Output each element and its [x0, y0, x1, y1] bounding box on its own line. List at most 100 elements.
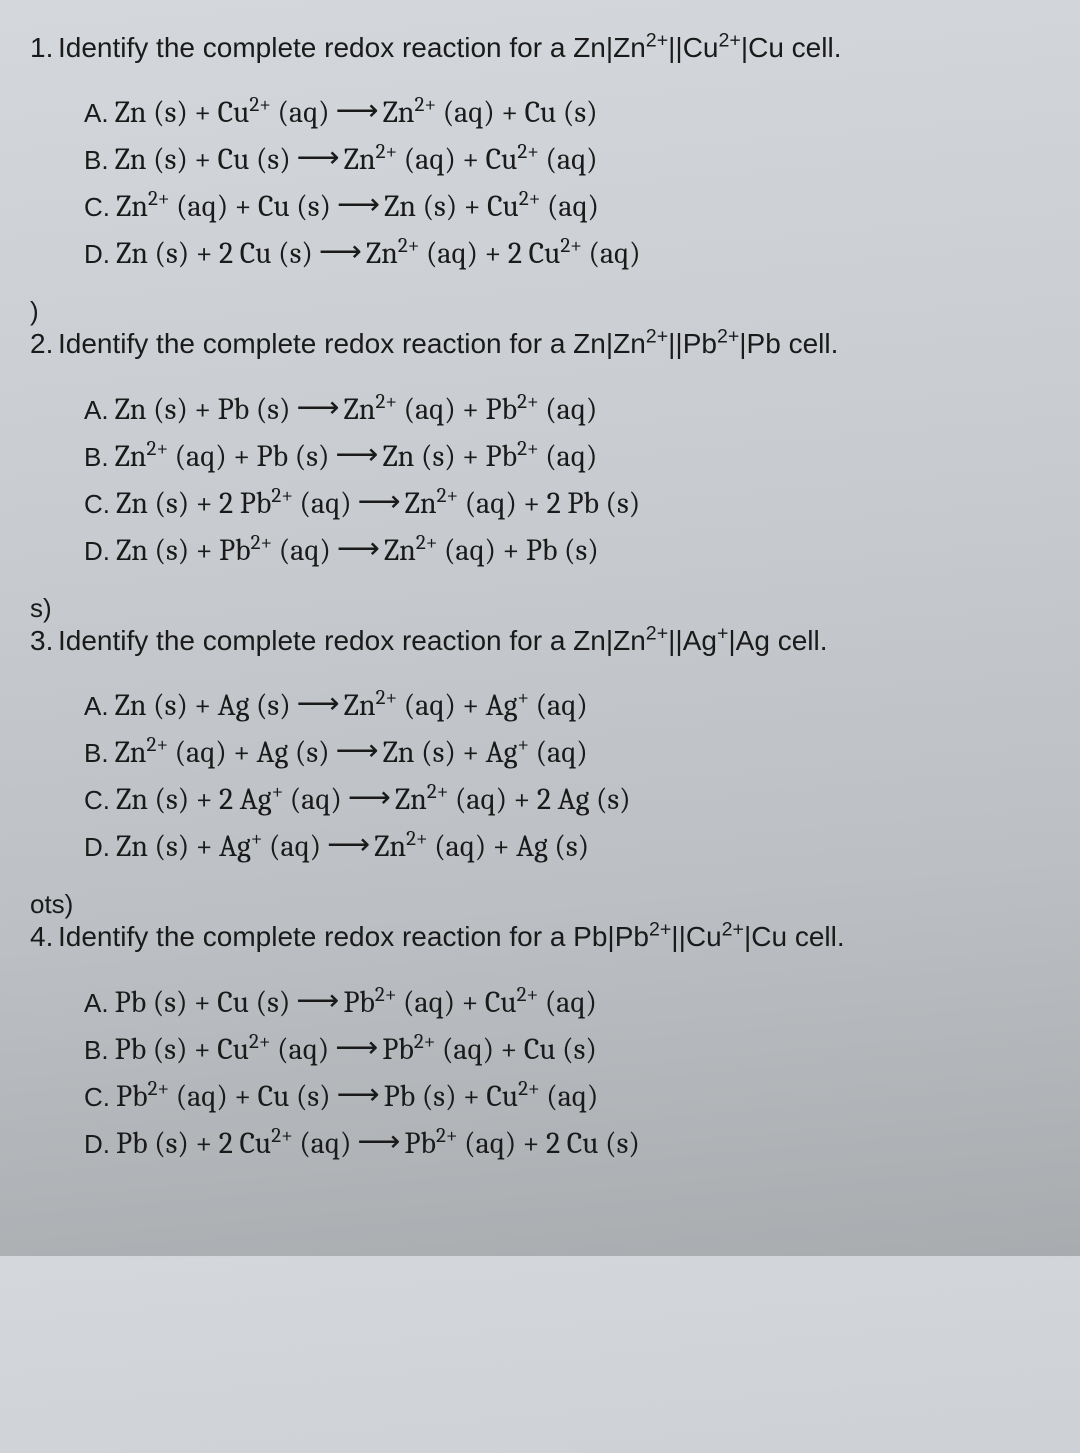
- margin-fragment: s): [30, 593, 52, 624]
- reaction-arrow-icon: ⟶: [336, 88, 377, 133]
- option-row[interactable]: A.Zn (s) + Ag (s)⟶Zn2+ (aq) + Ag+ (aq): [84, 683, 1050, 728]
- equation-lhs: Pb2+ (aq) + Cu (s): [116, 1079, 331, 1114]
- equation-rhs: Zn2+ (aq) + 2 Pb (s): [405, 486, 641, 521]
- equation-rhs: Zn2+ (aq) + 2 Cu2+ (aq): [366, 236, 641, 271]
- reaction-arrow-icon: ⟶: [297, 385, 338, 430]
- stem-suffix: cell.: [781, 328, 839, 359]
- equation-rhs: Zn2+ (aq) + Ag+ (aq): [344, 688, 588, 723]
- option-label: C.: [84, 192, 110, 222]
- question-stem: 1.Identify the complete redox reaction f…: [30, 30, 1050, 66]
- options-list: A.Pb (s) + Cu (s)⟶Pb2+ (aq) + Cu2+ (aq)B…: [30, 980, 1050, 1166]
- equation-lhs: Zn2+ (aq) + Cu (s): [116, 189, 331, 224]
- cell-notation: Zn|Zn2+||Cu2+|Cu: [573, 32, 784, 63]
- equation-lhs: Zn (s) + Ag (s): [115, 688, 291, 723]
- reaction-arrow-icon: ⟶: [348, 775, 389, 820]
- option-row[interactable]: D.Zn (s) + 2 Cu (s)⟶Zn2+ (aq) + 2 Cu2+ (…: [84, 231, 1050, 276]
- equation-rhs: Zn (s) + Cu2+ (aq): [384, 189, 599, 224]
- reaction-arrow-icon: ⟶: [296, 978, 337, 1023]
- stem-prefix: Identify the complete redox reaction for…: [58, 328, 573, 359]
- margin-fragment: ): [30, 296, 39, 327]
- option-row[interactable]: D.Zn (s) + Pb2+ (aq)⟶Zn2+ (aq) + Pb (s): [84, 528, 1050, 573]
- stem-prefix: Identify the complete redox reaction for…: [58, 625, 573, 656]
- stem-prefix: Identify the complete redox reaction for…: [58, 32, 573, 63]
- option-row[interactable]: D.Zn (s) + Ag+ (aq)⟶Zn2+ (aq) + Ag (s): [84, 824, 1050, 869]
- equation-rhs: Zn2+ (aq) + 2 Ag (s): [395, 782, 631, 817]
- margin-fragment: ots): [30, 889, 73, 920]
- option-label: C.: [84, 489, 110, 519]
- options-list: A.Zn (s) + Ag (s)⟶Zn2+ (aq) + Ag+ (aq)B.…: [30, 683, 1050, 869]
- equation-lhs: Zn2+ (aq) + Ag (s): [115, 735, 330, 770]
- equation-lhs: Zn (s) + Pb2+ (aq): [116, 533, 331, 568]
- equation-rhs: Zn (s) + Ag+ (aq): [383, 735, 588, 770]
- option-row[interactable]: A.Pb (s) + Cu (s)⟶Pb2+ (aq) + Cu2+ (aq): [84, 980, 1050, 1025]
- equation-lhs: Zn (s) + Pb (s): [115, 392, 291, 427]
- option-row[interactable]: D.Pb (s) + 2 Cu2+ (aq)⟶Pb2+ (aq) + 2 Cu …: [84, 1121, 1050, 1166]
- option-label: B.: [84, 738, 109, 768]
- equation-lhs: Zn (s) + 2 Ag+ (aq): [116, 782, 342, 817]
- reaction-arrow-icon: ⟶: [319, 229, 360, 274]
- equation-rhs: Pb (s) + Cu2+ (aq): [384, 1079, 599, 1114]
- option-row[interactable]: C.Pb2+ (aq) + Cu (s)⟶Pb (s) + Cu2+ (aq): [84, 1074, 1050, 1119]
- reaction-arrow-icon: ⟶: [337, 1072, 378, 1117]
- option-row[interactable]: A.Zn (s) + Pb (s)⟶Zn2+ (aq) + Pb2+ (aq): [84, 387, 1050, 432]
- reaction-arrow-icon: ⟶: [358, 479, 399, 524]
- option-label: A.: [84, 98, 109, 128]
- question-block: )2.Identify the complete redox reaction …: [30, 326, 1050, 572]
- options-list: A.Zn (s) + Cu2+ (aq)⟶Zn2+ (aq) + Cu (s)B…: [30, 90, 1050, 276]
- equation-rhs: Pb2+ (aq) + Cu (s): [382, 1032, 597, 1067]
- equation-lhs: Zn2+ (aq) + Pb (s): [115, 439, 330, 474]
- question-number: 2.: [30, 326, 58, 362]
- option-label: D.: [84, 536, 110, 566]
- equation-rhs: Pb2+ (aq) + Cu2+ (aq): [343, 985, 597, 1020]
- option-label: B.: [84, 145, 109, 175]
- equation-rhs: Zn (s) + Pb2+ (aq): [382, 439, 597, 474]
- option-label: B.: [84, 1035, 109, 1065]
- equation-lhs: Zn (s) + Cu (s): [115, 142, 291, 177]
- question-block: s)3.Identify the complete redox reaction…: [30, 623, 1050, 869]
- question-number: 3.: [30, 623, 58, 659]
- stem-suffix: cell.: [787, 921, 845, 952]
- reaction-arrow-icon: ⟶: [335, 432, 376, 477]
- question-stem: 4.Identify the complete redox reaction f…: [30, 919, 1050, 955]
- reaction-arrow-icon: ⟶: [327, 822, 368, 867]
- option-row[interactable]: B.Zn2+ (aq) + Ag (s)⟶Zn (s) + Ag+ (aq): [84, 730, 1050, 775]
- reaction-arrow-icon: ⟶: [297, 681, 338, 726]
- cell-notation: Zn|Zn2+||Ag+|Ag: [573, 625, 770, 656]
- equation-rhs: Zn2+ (aq) + Pb2+ (aq): [344, 392, 598, 427]
- option-label: A.: [84, 395, 109, 425]
- option-label: A.: [84, 691, 109, 721]
- reaction-arrow-icon: ⟶: [337, 182, 378, 227]
- option-row[interactable]: A.Zn (s) + Cu2+ (aq)⟶Zn2+ (aq) + Cu (s): [84, 90, 1050, 135]
- equation-lhs: Zn (s) + 2 Pb2+ (aq): [116, 486, 352, 521]
- option-row[interactable]: B.Zn2+ (aq) + Pb (s)⟶Zn (s) + Pb2+ (aq): [84, 434, 1050, 479]
- equation-rhs: Zn2+ (aq) + Cu (s): [383, 95, 598, 130]
- equation-lhs: Pb (s) + Cu2+ (aq): [115, 1032, 330, 1067]
- equation-rhs: Zn2+ (aq) + Pb (s): [384, 533, 599, 568]
- option-row[interactable]: C.Zn (s) + 2 Ag+ (aq)⟶Zn2+ (aq) + 2 Ag (…: [84, 777, 1050, 822]
- equation-rhs: Pb2+ (aq) + 2 Cu (s): [404, 1126, 639, 1161]
- cell-notation: Zn|Zn2+||Pb2+|Pb: [573, 328, 781, 359]
- reaction-arrow-icon: ⟶: [335, 1025, 376, 1070]
- question-stem: 2.Identify the complete redox reaction f…: [30, 326, 1050, 362]
- options-list: A.Zn (s) + Pb (s)⟶Zn2+ (aq) + Pb2+ (aq)B…: [30, 387, 1050, 573]
- reaction-arrow-icon: ⟶: [336, 728, 377, 773]
- option-row[interactable]: B.Zn (s) + Cu (s)⟶Zn2+ (aq) + Cu2+ (aq): [84, 137, 1050, 182]
- stem-prefix: Identify the complete redox reaction for…: [58, 921, 573, 952]
- equation-lhs: Pb (s) + Cu (s): [115, 985, 291, 1020]
- stem-suffix: cell.: [784, 32, 842, 63]
- reaction-arrow-icon: ⟶: [357, 1119, 398, 1164]
- question-block: 1.Identify the complete redox reaction f…: [30, 30, 1050, 276]
- option-label: D.: [84, 832, 110, 862]
- question-number: 4.: [30, 919, 58, 955]
- cell-notation: Pb|Pb2+||Cu2+|Cu: [573, 921, 787, 952]
- option-row[interactable]: C.Zn2+ (aq) + Cu (s)⟶Zn (s) + Cu2+ (aq): [84, 184, 1050, 229]
- reaction-arrow-icon: ⟶: [337, 526, 378, 571]
- option-label: D.: [84, 1129, 110, 1159]
- option-label: C.: [84, 785, 110, 815]
- option-row[interactable]: C.Zn (s) + 2 Pb2+ (aq)⟶Zn2+ (aq) + 2 Pb …: [84, 481, 1050, 526]
- option-label: B.: [84, 442, 109, 472]
- stem-suffix: cell.: [770, 625, 828, 656]
- option-row[interactable]: B.Pb (s) + Cu2+ (aq)⟶Pb2+ (aq) + Cu (s): [84, 1027, 1050, 1072]
- option-label: C.: [84, 1082, 110, 1112]
- equation-lhs: Zn (s) + 2 Cu (s): [116, 236, 313, 271]
